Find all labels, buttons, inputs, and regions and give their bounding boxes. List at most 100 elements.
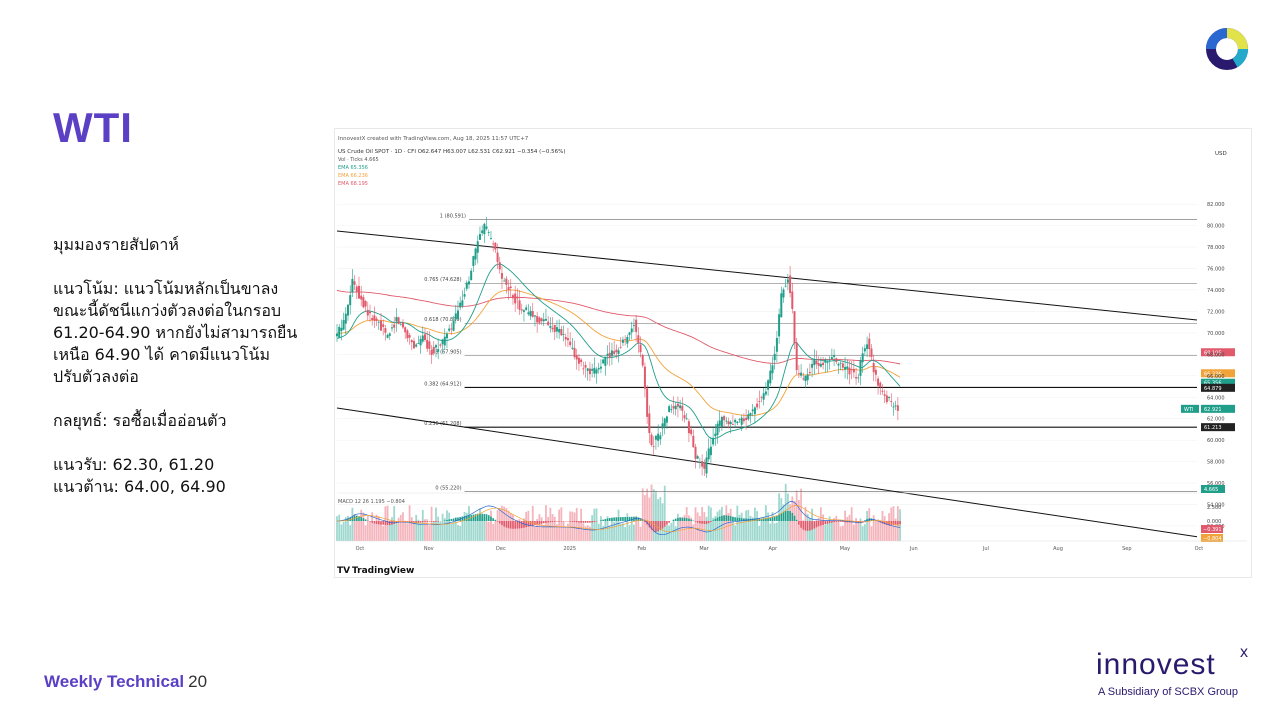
candle-body <box>390 327 393 329</box>
macd-histogram-bar <box>789 511 791 521</box>
candle-body <box>729 421 732 425</box>
candle-body <box>562 334 565 335</box>
macd-value-tag <box>1201 534 1223 542</box>
volume-bar <box>694 507 697 541</box>
time-tick-label: Oct <box>1195 546 1204 552</box>
candle-body <box>582 368 585 370</box>
candle-body <box>615 349 618 353</box>
macd-histogram-bar <box>556 521 558 522</box>
volume-bar <box>419 523 422 541</box>
candle-body <box>527 312 530 315</box>
candle-body <box>738 419 741 421</box>
support-text: แนวรับ: 62.30, 61.20 <box>53 455 215 474</box>
volume-bar <box>868 508 871 541</box>
candle-body <box>868 338 871 350</box>
candle-body <box>584 365 587 368</box>
macd-histogram-bar <box>476 513 479 521</box>
macd-histogram-bar <box>835 521 838 522</box>
candle-body <box>628 332 631 335</box>
candle-body <box>415 344 418 347</box>
macd-histogram-bar <box>463 516 466 521</box>
volume-bar <box>857 522 860 541</box>
candle-body <box>564 336 567 340</box>
candle-body <box>373 315 376 321</box>
candle-body <box>756 403 759 408</box>
volume-tag <box>1201 485 1225 493</box>
volume-bar <box>696 512 699 541</box>
volume-bar <box>727 513 730 541</box>
candle-body <box>604 356 607 366</box>
volume-bar <box>666 525 668 541</box>
macd-histogram-bar <box>619 517 622 521</box>
candle-body <box>465 282 468 289</box>
candle-body <box>419 338 422 346</box>
macd-histogram-bar <box>740 518 743 521</box>
candle-body <box>815 360 818 365</box>
macd-histogram-bar <box>663 521 666 527</box>
candle-body <box>837 363 840 366</box>
macd-histogram-bar <box>694 521 697 522</box>
volume-bar <box>534 526 536 541</box>
volume-bar <box>650 484 653 541</box>
candle-body <box>397 317 400 325</box>
macd-histogram-bar <box>432 521 435 522</box>
candle-body <box>406 330 409 339</box>
macd-histogram-bar <box>679 517 681 521</box>
volume-bar <box>608 525 611 541</box>
volume-bar <box>388 524 391 541</box>
volume-bar <box>542 525 545 541</box>
candle-body <box>870 348 873 358</box>
fib-label: 0.618 (70.899) <box>424 317 461 323</box>
volume-bar <box>839 526 842 541</box>
candle-body <box>786 279 789 283</box>
volume-bar <box>470 519 473 541</box>
candle-body <box>399 324 402 326</box>
candle-body <box>720 416 723 428</box>
macd-histogram-bar <box>705 521 708 524</box>
volume-bar <box>571 511 574 541</box>
macd-histogram-bar <box>652 521 655 532</box>
candle-body <box>791 291 794 309</box>
candle-body <box>650 434 653 446</box>
macd-histogram-bar <box>575 521 578 523</box>
macd-histogram-bar <box>809 521 811 531</box>
volume-bar <box>437 516 440 541</box>
candle-body <box>769 370 772 384</box>
volume-bar <box>575 507 578 541</box>
macd-histogram-bar <box>806 521 809 531</box>
volume-bar <box>474 516 477 541</box>
macd-label: MACD 12 26 1.195 −0.804 <box>338 499 405 505</box>
candle-body <box>881 390 884 392</box>
macd-histogram-bar <box>534 521 536 526</box>
candle-body <box>553 324 556 333</box>
macd-histogram-bar <box>448 519 450 521</box>
macd-histogram-bar <box>404 521 406 522</box>
volume-bar <box>347 515 349 541</box>
candle-body <box>793 311 796 344</box>
candle-body <box>448 328 451 331</box>
candle-body <box>817 363 820 366</box>
candle-body <box>533 315 536 317</box>
candle-body <box>632 325 635 326</box>
candle-body <box>492 243 495 245</box>
candle-body <box>580 359 583 363</box>
candle-body <box>498 262 501 270</box>
volume-bar <box>556 524 558 541</box>
volume-bar <box>756 511 759 541</box>
macd-histogram-bar <box>802 521 805 530</box>
macd-histogram-bar <box>899 521 901 525</box>
price-tick-label: 72.000 <box>1207 309 1225 315</box>
macd-histogram-bar <box>573 521 576 522</box>
volume-bar <box>758 525 761 541</box>
candle-body <box>795 342 798 371</box>
volume-bar <box>795 490 798 541</box>
currency-label: USD <box>1215 151 1227 157</box>
candle-body <box>619 346 622 348</box>
volume-bar <box>459 525 462 541</box>
time-tick-label: Oct <box>356 546 365 552</box>
time-tick-label: May <box>840 546 850 552</box>
price-tag <box>1201 348 1235 357</box>
macd-histogram-bar <box>657 521 659 532</box>
candle-body <box>841 363 844 368</box>
price-tick-label: 76.000 <box>1207 267 1225 273</box>
